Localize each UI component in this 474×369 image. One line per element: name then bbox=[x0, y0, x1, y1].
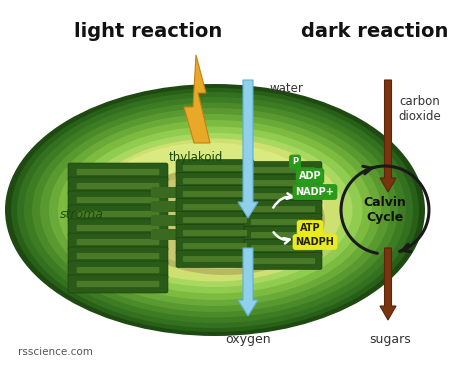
Text: sugars: sugars bbox=[369, 334, 411, 346]
Ellipse shape bbox=[78, 133, 353, 287]
FancyBboxPatch shape bbox=[77, 281, 159, 287]
FancyBboxPatch shape bbox=[244, 187, 322, 204]
Ellipse shape bbox=[49, 114, 381, 306]
Ellipse shape bbox=[125, 165, 325, 275]
FancyBboxPatch shape bbox=[176, 159, 254, 176]
FancyBboxPatch shape bbox=[183, 243, 247, 249]
FancyBboxPatch shape bbox=[68, 275, 168, 293]
FancyBboxPatch shape bbox=[68, 247, 168, 265]
Ellipse shape bbox=[11, 88, 419, 332]
Ellipse shape bbox=[17, 92, 413, 328]
Ellipse shape bbox=[24, 97, 406, 323]
Text: NADP+: NADP+ bbox=[296, 187, 335, 197]
Text: water: water bbox=[270, 82, 304, 94]
FancyBboxPatch shape bbox=[176, 211, 254, 228]
FancyBboxPatch shape bbox=[183, 191, 247, 197]
Ellipse shape bbox=[58, 120, 372, 300]
FancyBboxPatch shape bbox=[251, 206, 315, 212]
Text: ATP: ATP bbox=[300, 223, 320, 233]
FancyBboxPatch shape bbox=[77, 197, 159, 203]
FancyBboxPatch shape bbox=[151, 229, 223, 240]
FancyBboxPatch shape bbox=[68, 233, 168, 251]
FancyBboxPatch shape bbox=[77, 169, 159, 175]
Ellipse shape bbox=[133, 171, 318, 269]
FancyBboxPatch shape bbox=[183, 256, 247, 262]
FancyBboxPatch shape bbox=[77, 267, 159, 273]
FancyBboxPatch shape bbox=[183, 165, 247, 171]
FancyBboxPatch shape bbox=[251, 232, 315, 238]
FancyBboxPatch shape bbox=[251, 245, 315, 251]
FancyBboxPatch shape bbox=[151, 215, 223, 226]
FancyBboxPatch shape bbox=[244, 162, 322, 179]
FancyArrow shape bbox=[380, 80, 396, 192]
Ellipse shape bbox=[67, 127, 363, 293]
Ellipse shape bbox=[5, 84, 425, 336]
FancyArrow shape bbox=[238, 248, 258, 316]
Text: dark reaction: dark reaction bbox=[301, 22, 449, 41]
FancyBboxPatch shape bbox=[176, 251, 254, 268]
FancyBboxPatch shape bbox=[244, 200, 322, 217]
Text: thylakoid: thylakoid bbox=[169, 152, 223, 165]
FancyBboxPatch shape bbox=[77, 225, 159, 231]
FancyBboxPatch shape bbox=[151, 201, 223, 212]
FancyBboxPatch shape bbox=[183, 230, 247, 236]
FancyBboxPatch shape bbox=[244, 252, 322, 269]
Text: oxygen: oxygen bbox=[225, 334, 271, 346]
FancyBboxPatch shape bbox=[151, 187, 223, 198]
FancyBboxPatch shape bbox=[244, 227, 322, 244]
FancyArrow shape bbox=[238, 80, 258, 218]
Text: NADPH: NADPH bbox=[296, 237, 335, 247]
FancyBboxPatch shape bbox=[77, 183, 159, 189]
FancyBboxPatch shape bbox=[251, 258, 315, 264]
Text: stroma: stroma bbox=[60, 208, 104, 221]
FancyBboxPatch shape bbox=[251, 167, 315, 173]
FancyBboxPatch shape bbox=[183, 204, 247, 210]
FancyArrow shape bbox=[380, 248, 396, 320]
Ellipse shape bbox=[40, 108, 390, 312]
FancyBboxPatch shape bbox=[244, 214, 322, 231]
Text: Calvin
Cycle: Calvin Cycle bbox=[364, 196, 406, 224]
FancyBboxPatch shape bbox=[68, 205, 168, 223]
FancyBboxPatch shape bbox=[176, 186, 254, 203]
FancyBboxPatch shape bbox=[176, 172, 254, 190]
Text: rsscience.com: rsscience.com bbox=[18, 347, 93, 357]
FancyBboxPatch shape bbox=[183, 178, 247, 184]
Ellipse shape bbox=[88, 138, 343, 282]
Ellipse shape bbox=[96, 142, 324, 268]
FancyBboxPatch shape bbox=[183, 217, 247, 223]
Text: light reaction: light reaction bbox=[74, 22, 222, 41]
FancyBboxPatch shape bbox=[251, 193, 315, 199]
Text: carbon
dioxide: carbon dioxide bbox=[399, 95, 441, 123]
FancyBboxPatch shape bbox=[68, 219, 168, 237]
Text: P: P bbox=[292, 158, 298, 166]
FancyBboxPatch shape bbox=[68, 191, 168, 209]
FancyBboxPatch shape bbox=[244, 239, 322, 256]
FancyBboxPatch shape bbox=[77, 211, 159, 217]
FancyBboxPatch shape bbox=[68, 163, 168, 181]
FancyBboxPatch shape bbox=[176, 224, 254, 241]
FancyBboxPatch shape bbox=[68, 261, 168, 279]
FancyBboxPatch shape bbox=[251, 219, 315, 225]
FancyBboxPatch shape bbox=[68, 177, 168, 195]
FancyBboxPatch shape bbox=[251, 180, 315, 186]
FancyBboxPatch shape bbox=[77, 253, 159, 259]
Ellipse shape bbox=[32, 103, 398, 317]
Polygon shape bbox=[184, 55, 210, 143]
FancyBboxPatch shape bbox=[77, 239, 159, 245]
FancyBboxPatch shape bbox=[244, 175, 322, 192]
Text: ADP: ADP bbox=[299, 171, 321, 181]
FancyBboxPatch shape bbox=[176, 199, 254, 215]
FancyBboxPatch shape bbox=[176, 238, 254, 255]
